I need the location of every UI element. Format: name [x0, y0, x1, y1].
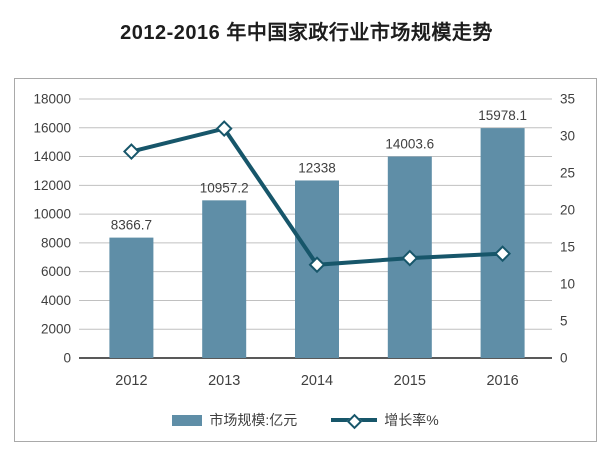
chart-panel: 0 2000 4000 6000 8000 10000 12000 14000 16000 180…: [14, 78, 597, 442]
y-axis-tick-label: 16000: [33, 120, 71, 135]
bar-value-label: 10957.2: [200, 180, 249, 195]
diamond-marker: [494, 245, 512, 263]
chart-legend: 市场规模:亿元 增长率%: [15, 410, 596, 430]
diamond-marker: [308, 256, 326, 274]
y2-axis-tick-label: 5: [560, 314, 568, 329]
y2-axis-tick-label: 15: [560, 240, 575, 255]
y-axis-tick-label: 18000: [33, 92, 71, 107]
combo-chart: 0 2000 4000 6000 8000 10000 12000 14000 16000 180…: [33, 92, 575, 390]
y-axis-tick-label: 12000: [33, 178, 71, 193]
page-title: 2012-2016 年中国家政行业市场规模走势: [120, 22, 493, 44]
y-axis-tick-label: 2000: [41, 322, 71, 337]
legend-label-growth-rate: 增长率%: [384, 412, 439, 428]
y-axis-tick-label: 8000: [41, 235, 71, 250]
diamond-marker: [122, 143, 140, 160]
bar-value-label: 8366.7: [111, 218, 152, 233]
y2-axis-tick-label: 20: [560, 203, 575, 218]
y2-axis-tick-label: 25: [560, 166, 575, 181]
bar-series-swatch-icon: [172, 414, 203, 426]
bar-value-label: 14003.6: [385, 137, 434, 152]
diamond-marker: [215, 120, 233, 138]
legend-item-growth-rate: 增长率%: [331, 410, 439, 430]
x-axis-label: 2016: [486, 373, 518, 389]
y-axis-tick-label: 0: [63, 351, 71, 366]
x-axis-label: 2013: [208, 373, 240, 389]
y-axis-tick-label: 10000: [33, 207, 71, 222]
bar-2012: [109, 237, 154, 358]
y-axis-tick-label: 6000: [41, 264, 71, 279]
y-axis-tick-label: 4000: [41, 293, 71, 308]
line-series-marker-icon: [331, 413, 378, 429]
legend-label-market-size: 市场规模:亿元: [209, 412, 298, 428]
bar-value-label: 12338: [298, 160, 336, 175]
bar-2013: [202, 200, 247, 358]
y-axis-tick-label: 14000: [33, 149, 71, 164]
x-axis-label: 2014: [301, 373, 333, 389]
y2-axis-tick-label: 10: [560, 277, 575, 292]
y2-axis-tick-label: 35: [560, 92, 575, 107]
bar-2016: [480, 128, 525, 358]
x-axis-label: 2012: [115, 373, 147, 389]
x-axis-label: 2015: [394, 373, 426, 389]
bar-value-label: 15978.1: [478, 108, 527, 123]
diamond-marker: [401, 249, 419, 267]
y2-axis-tick-label: 30: [560, 129, 575, 144]
legend-diamond-icon: [346, 413, 363, 429]
legend-item-market-size: 市场规模:亿元: [172, 410, 297, 430]
y2-axis-tick-label: 0: [560, 351, 568, 366]
